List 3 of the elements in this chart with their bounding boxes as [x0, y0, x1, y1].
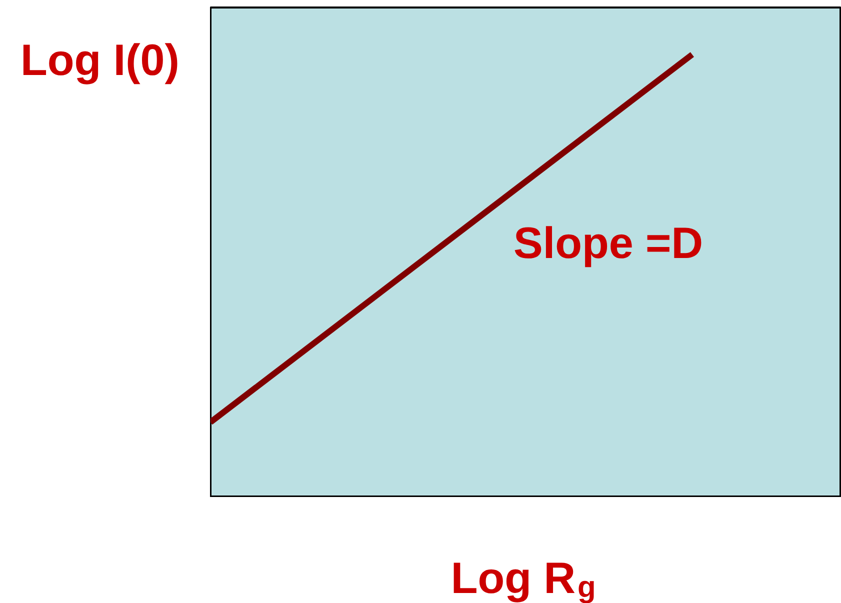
annotation: Slope =D: [514, 219, 703, 268]
x-axis-title: Log Rg: [450, 554, 596, 603]
y-axis-title: Log I(0): [20, 36, 180, 85]
